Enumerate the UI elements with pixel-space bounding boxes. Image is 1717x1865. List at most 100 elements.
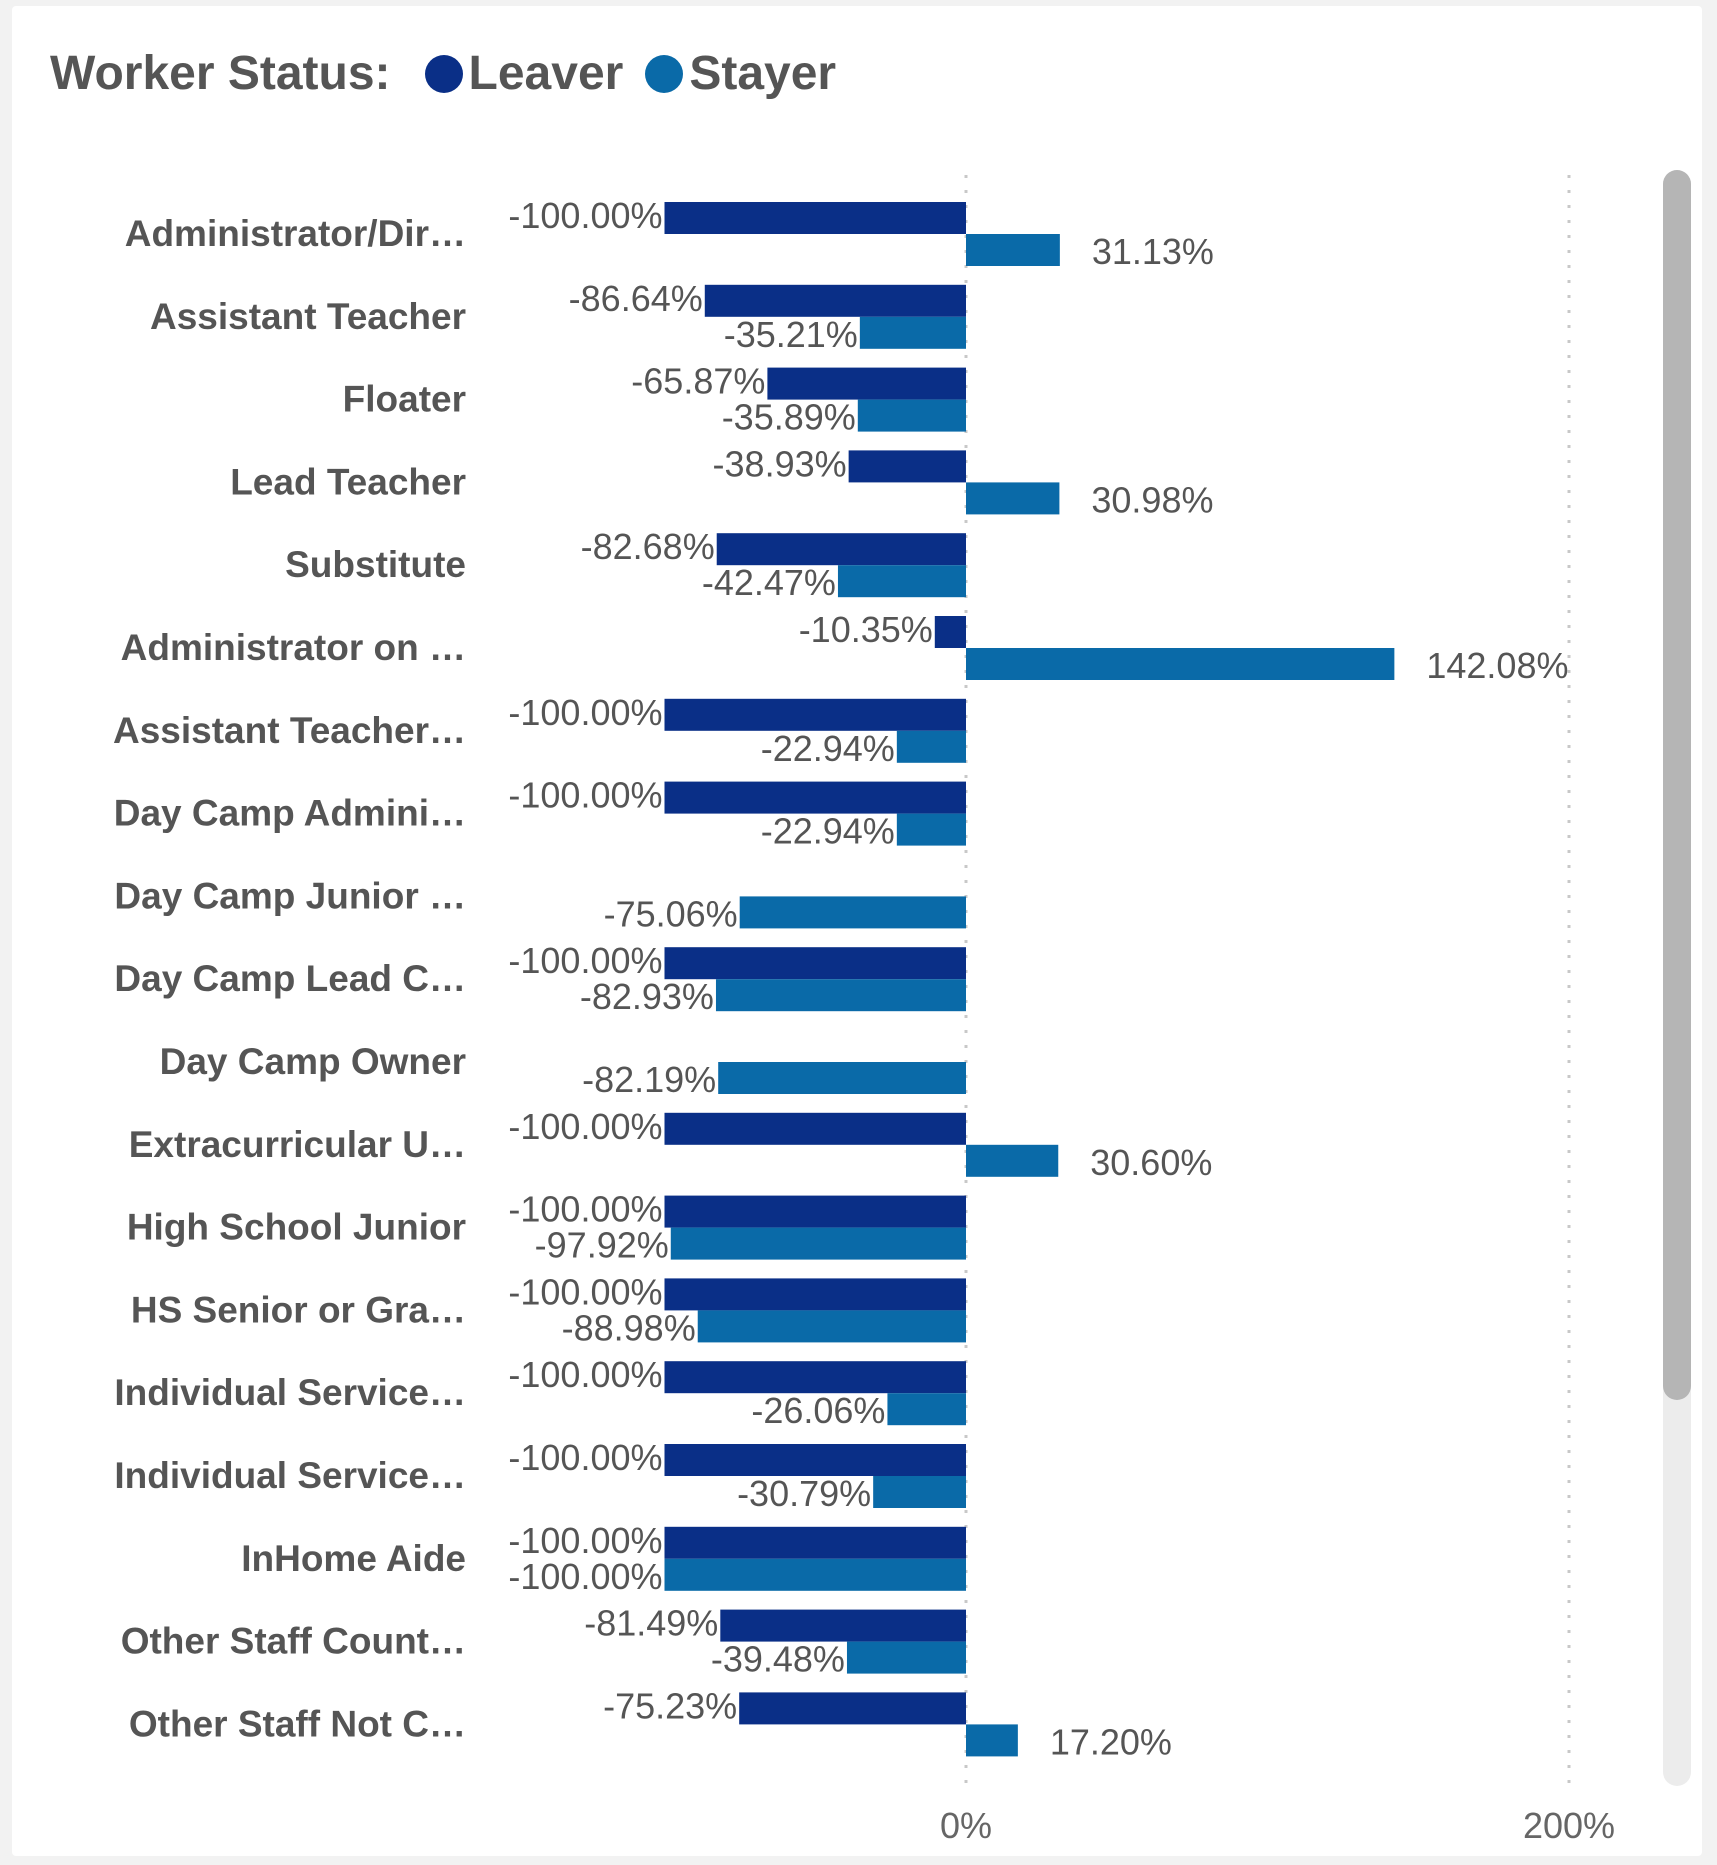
data-label: -22.94%	[761, 811, 895, 852]
legend: Worker Status: Leaver Stayer	[50, 46, 858, 101]
bar-leaver[interactable]	[664, 1526, 967, 1559]
data-label: -75.23%	[603, 1685, 737, 1726]
data-label: -81.49%	[584, 1603, 718, 1644]
bar-leaver[interactable]	[934, 616, 966, 648]
category-label: Assistant Teacher…	[113, 710, 466, 751]
data-label: -100.00%	[508, 1556, 662, 1597]
legend-title: Worker Status:	[50, 47, 391, 100]
data-label: -35.89%	[722, 397, 856, 438]
data-label: -100.00%	[508, 1520, 662, 1561]
data-label: -100.00%	[508, 940, 662, 981]
bar-leaver[interactable]	[720, 1609, 966, 1642]
bar-leaver[interactable]	[664, 1112, 967, 1145]
legend-item-stayer[interactable]: Stayer	[645, 46, 836, 101]
bar-stayer[interactable]	[966, 1724, 1018, 1757]
category-label: Other Staff Not C…	[129, 1703, 466, 1744]
data-label: -26.06%	[751, 1390, 885, 1431]
category-label: Individual Service…	[114, 1455, 466, 1496]
bar-leaver[interactable]	[704, 284, 966, 317]
data-label: 30.98%	[1091, 479, 1213, 520]
bar-stayer[interactable]	[873, 1476, 966, 1508]
bar-leaver[interactable]	[664, 947, 967, 980]
bar-stayer[interactable]	[966, 482, 1060, 515]
category-label: High School Junior	[127, 1207, 466, 1248]
data-label: 30.60%	[1090, 1142, 1212, 1183]
data-label: -22.94%	[761, 728, 895, 769]
data-label: -82.93%	[580, 976, 714, 1017]
bar-leaver[interactable]	[664, 781, 967, 814]
bar-stayer[interactable]	[715, 979, 966, 1012]
bar-leaver[interactable]	[664, 698, 967, 731]
data-label: -82.19%	[582, 1059, 716, 1100]
data-label: -42.47%	[702, 562, 836, 603]
data-label: -86.64%	[569, 278, 703, 319]
category-label: Day Camp Owner	[160, 1041, 466, 1082]
stayer-dot-icon	[645, 54, 684, 93]
category-label: HS Senior or Gra…	[131, 1289, 466, 1330]
data-label: -65.87%	[631, 361, 765, 402]
bar-stayer[interactable]	[887, 1393, 966, 1426]
x-tick-label: 200%	[1523, 1805, 1615, 1846]
bar-leaver[interactable]	[664, 1195, 967, 1228]
data-label: -100.00%	[508, 195, 662, 236]
data-label: -100.00%	[508, 1271, 662, 1312]
bar-leaver[interactable]	[664, 1444, 967, 1476]
legend-label-leaver: Leaver	[468, 47, 624, 100]
data-label: 17.20%	[1050, 1721, 1172, 1762]
bar-stayer[interactable]	[966, 1144, 1059, 1177]
data-label: -35.21%	[724, 314, 858, 355]
category-label: Other Staff Count…	[121, 1621, 466, 1662]
category-label: Day Camp Lead C…	[114, 958, 466, 999]
bar-stayer[interactable]	[846, 1641, 966, 1674]
bar-stayer[interactable]	[739, 896, 966, 929]
category-label: Individual Service…	[114, 1372, 466, 1413]
bar-stayer[interactable]	[697, 1310, 966, 1343]
bar-leaver[interactable]	[848, 450, 966, 483]
category-label: Floater	[343, 379, 466, 420]
data-label: -100.00%	[508, 1437, 662, 1478]
data-label: -39.48%	[711, 1639, 845, 1680]
bar-stayer[interactable]	[670, 1227, 966, 1260]
bar-leaver[interactable]	[664, 1361, 967, 1394]
data-label: 31.13%	[1092, 231, 1214, 272]
data-label: -100.00%	[508, 1106, 662, 1147]
bar-leaver[interactable]	[716, 533, 966, 566]
bar-stayer[interactable]	[664, 1558, 967, 1591]
bar-leaver[interactable]	[767, 367, 966, 400]
bar-stayer[interactable]	[966, 648, 1395, 680]
bar-stayer[interactable]	[859, 316, 966, 349]
scrollbar-thumb[interactable]	[1663, 170, 1691, 1400]
legend-item-leaver[interactable]: Leaver	[424, 46, 624, 101]
bar-stayer[interactable]	[718, 1062, 966, 1094]
data-label: 142.08%	[1426, 645, 1568, 686]
data-label: -88.98%	[562, 1307, 696, 1348]
data-label: -82.68%	[581, 526, 715, 567]
data-label: -100.00%	[508, 1189, 662, 1230]
x-tick-label: 0%	[940, 1805, 992, 1846]
bar-leaver[interactable]	[664, 1278, 967, 1311]
bar-stayer[interactable]	[896, 813, 966, 846]
data-label: -100.00%	[508, 692, 662, 733]
category-label: Day Camp Admini…	[114, 793, 466, 834]
bar-stayer[interactable]	[857, 399, 966, 432]
data-label: -30.79%	[737, 1473, 871, 1514]
data-label: -97.92%	[535, 1225, 669, 1266]
leaver-dot-icon	[424, 54, 463, 93]
data-label: -100.00%	[508, 1354, 662, 1395]
bar-leaver[interactable]	[664, 202, 967, 234]
category-label: InHome Aide	[241, 1538, 466, 1579]
category-label: Substitute	[285, 544, 466, 585]
category-label: Administrator/Dir…	[125, 213, 466, 254]
bar-stayer[interactable]	[896, 730, 966, 763]
category-label: Administrator on …	[121, 627, 466, 668]
legend-label-stayer: Stayer	[689, 47, 837, 100]
bar-stayer[interactable]	[837, 565, 966, 598]
bar-leaver[interactable]	[739, 1692, 966, 1725]
bar-stayer[interactable]	[966, 234, 1060, 266]
data-label: -75.06%	[604, 893, 738, 934]
data-label: -10.35%	[799, 609, 933, 650]
category-label: Assistant Teacher	[150, 296, 466, 337]
category-label: Day Camp Junior …	[114, 875, 466, 916]
data-label: -100.00%	[508, 775, 662, 816]
